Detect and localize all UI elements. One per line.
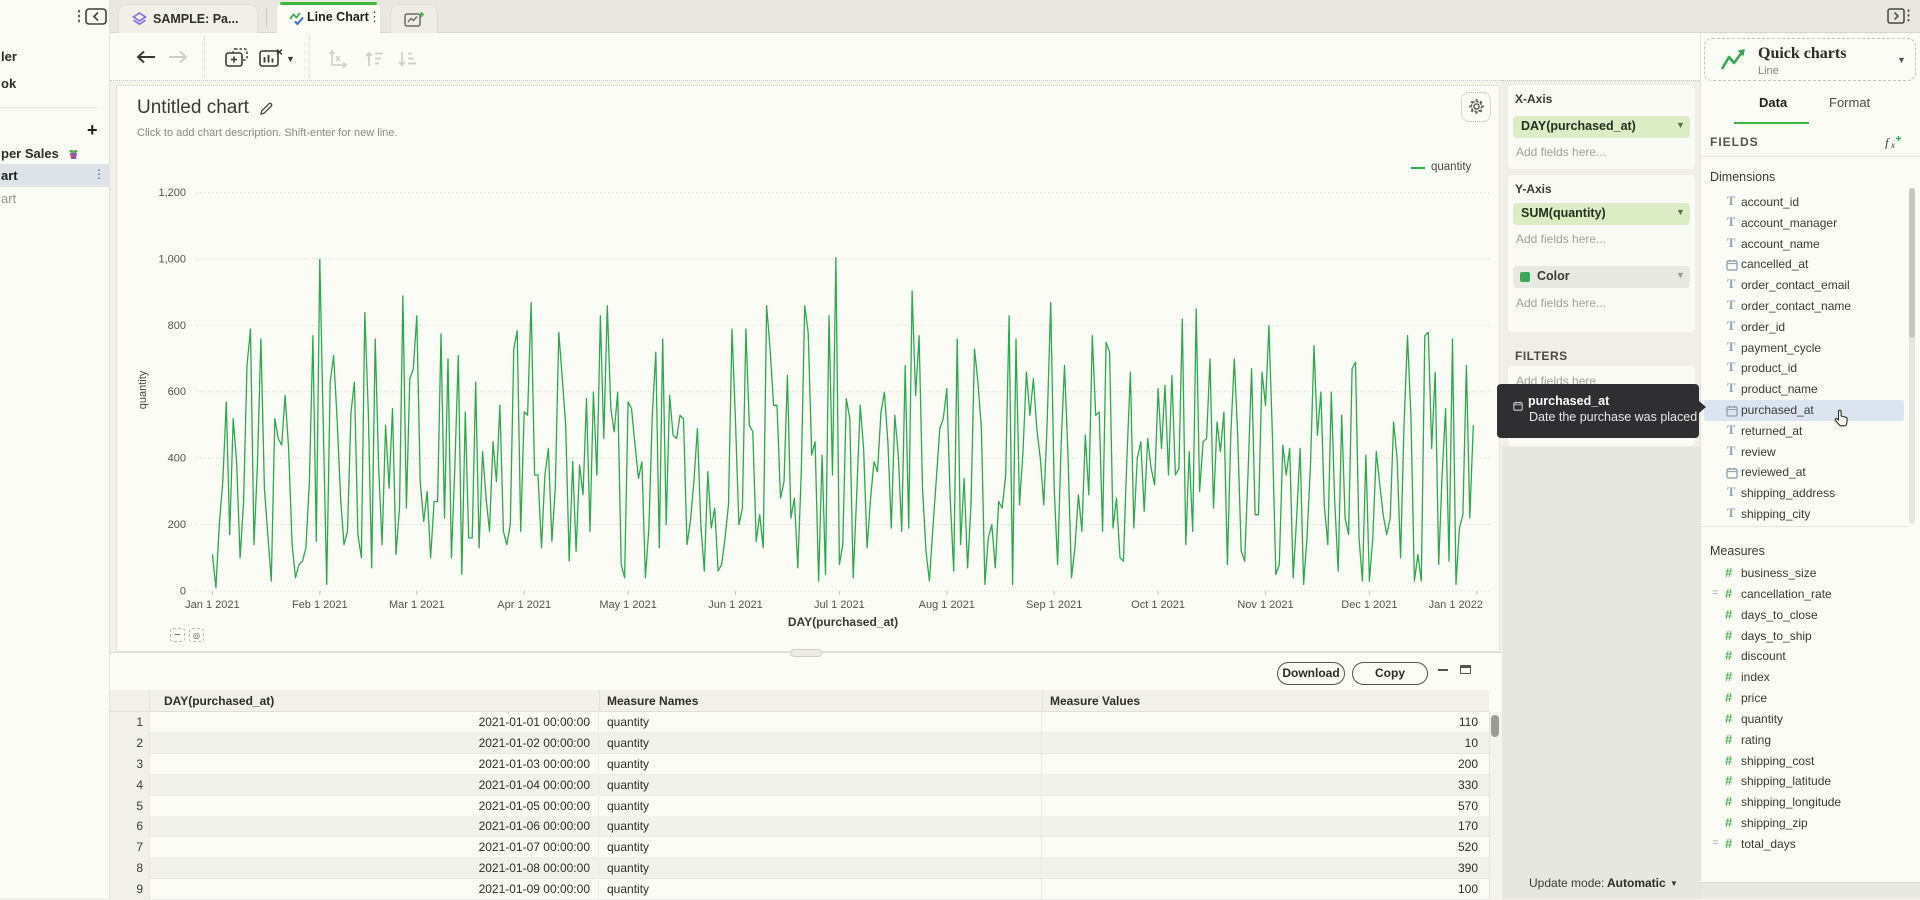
svg-text:0: 0 xyxy=(180,585,186,597)
svg-text:x: x xyxy=(1890,140,1895,149)
svg-text:800: 800 xyxy=(168,320,186,332)
svg-text:Nov 1 2021: Nov 1 2021 xyxy=(1237,599,1293,611)
svg-text:Dec 1 2021: Dec 1 2021 xyxy=(1341,599,1397,611)
svg-text:Jan 1 2022: Jan 1 2022 xyxy=(1429,599,1483,611)
svg-text:quantity: quantity xyxy=(137,370,149,409)
svg-text:400: 400 xyxy=(168,453,186,465)
svg-text:600: 600 xyxy=(168,386,186,398)
svg-text:Mar 1 2021: Mar 1 2021 xyxy=(389,599,445,611)
svg-text:May 1 2021: May 1 2021 xyxy=(599,599,656,611)
svg-text:f: f xyxy=(1885,135,1891,149)
svg-text:1,200: 1,200 xyxy=(158,187,186,199)
svg-text:Sep 1 2021: Sep 1 2021 xyxy=(1026,599,1082,611)
svg-text:Jul 1 2021: Jul 1 2021 xyxy=(814,599,865,611)
svg-text:Aug 1 2021: Aug 1 2021 xyxy=(919,599,975,611)
svg-text:Jan 1 2021: Jan 1 2021 xyxy=(185,599,239,611)
svg-text:Apr 1 2021: Apr 1 2021 xyxy=(497,599,551,611)
svg-text:Oct 1 2021: Oct 1 2021 xyxy=(1131,599,1185,611)
svg-text:200: 200 xyxy=(168,519,186,531)
svg-text:Jun 1 2021: Jun 1 2021 xyxy=(708,599,762,611)
svg-text:Feb 1 2021: Feb 1 2021 xyxy=(292,599,348,611)
svg-text:1,000: 1,000 xyxy=(158,254,186,266)
svg-text:DAY(purchased_at): DAY(purchased_at) xyxy=(788,615,898,629)
